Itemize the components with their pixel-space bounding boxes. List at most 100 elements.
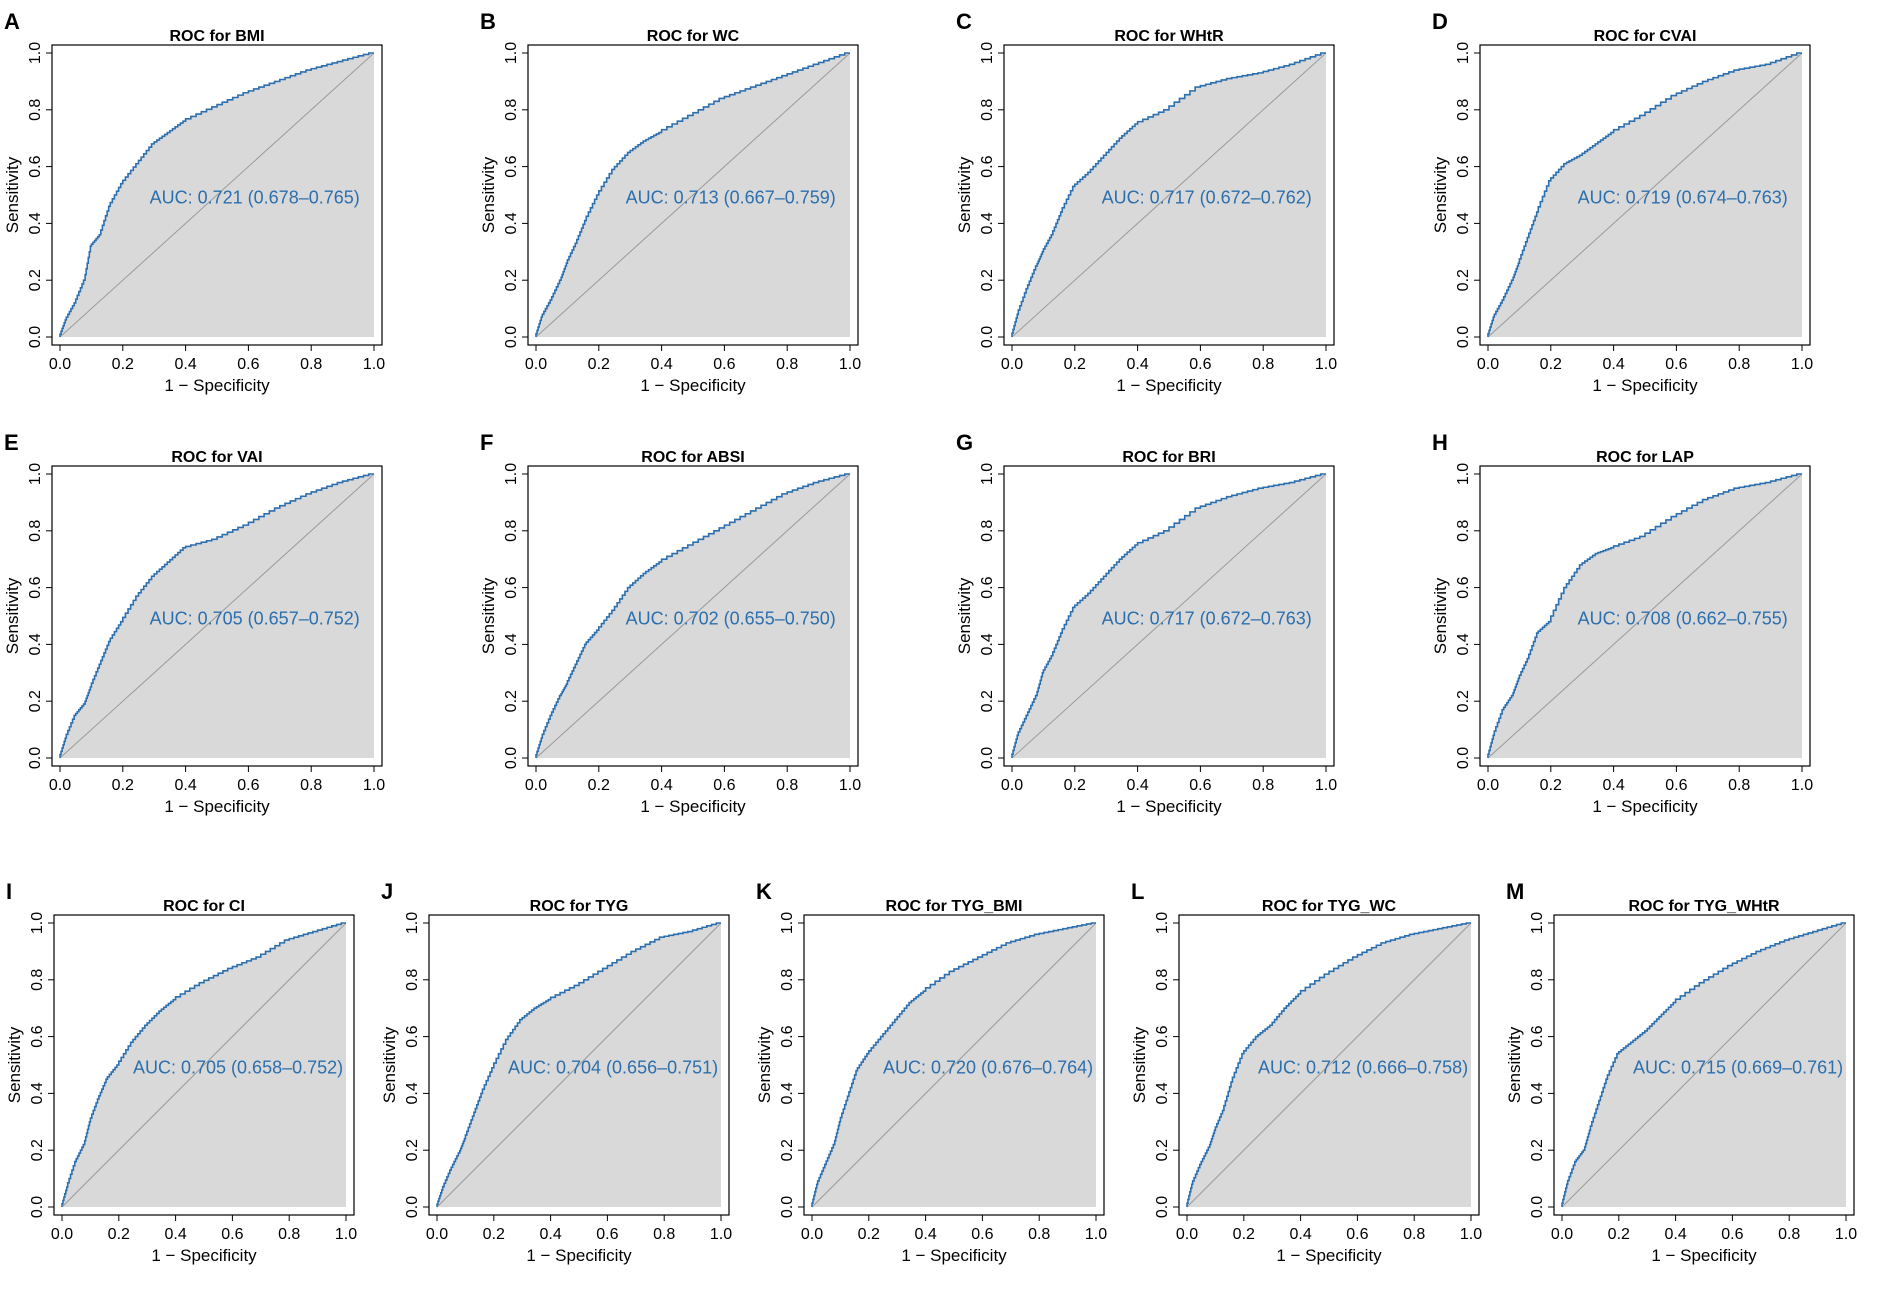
x-tick-label: 0.0 bbox=[51, 1226, 73, 1243]
reference-diagonal bbox=[535, 473, 851, 759]
x-tick-label: 0.0 bbox=[525, 356, 547, 373]
y-tick-label: 0.6 bbox=[779, 1025, 796, 1047]
y-tick-label: 0.6 bbox=[1529, 1025, 1546, 1047]
x-tick-label: 0.0 bbox=[1551, 1226, 1573, 1243]
y-tick-label: 0.2 bbox=[404, 1139, 421, 1161]
y-axis-label: Sensitivity bbox=[479, 577, 498, 654]
y-tick-label: 0.6 bbox=[503, 576, 520, 598]
roc-panel-i: I ROC for CI 0.0 0.2 0.4 0.6 0.8 1.0 0.0 0.2 0.4 0.… bbox=[5, 879, 357, 1265]
auc-annotation: AUC: 0.708 (0.662–0.755) bbox=[1578, 609, 1788, 629]
x-tick-label: 1.0 bbox=[1791, 356, 1813, 373]
chart-title: ROC for TYG_WC bbox=[1262, 898, 1397, 915]
panel-letter: L bbox=[1131, 879, 1144, 904]
y-tick-label: 0.2 bbox=[27, 269, 44, 291]
y-tick-label: 0.0 bbox=[1154, 1196, 1171, 1218]
panel-letter: E bbox=[4, 430, 19, 455]
y-axis-label: Sensitivity bbox=[1431, 577, 1450, 654]
y-tick-label: 0.6 bbox=[1455, 155, 1472, 177]
plot-frame bbox=[1479, 465, 1811, 767]
y-tick-label: 0.0 bbox=[1529, 1196, 1546, 1218]
chart-title: ROC for CI bbox=[163, 898, 245, 915]
x-tick-label: 0.0 bbox=[801, 1226, 823, 1243]
y-tick-label: 0.4 bbox=[779, 1082, 796, 1104]
chart-title: ROC for ABSI bbox=[641, 449, 744, 466]
reference-diagonal bbox=[1011, 52, 1327, 338]
chart-title: ROC for CVAI bbox=[1594, 28, 1697, 45]
x-tick-label: 0.0 bbox=[525, 777, 547, 794]
chart-title: ROC for TYG bbox=[530, 898, 629, 915]
reference-diagonal bbox=[1186, 922, 1472, 1208]
auc-annotation: AUC: 0.705 (0.658–0.752) bbox=[133, 1058, 343, 1078]
y-tick-label: 0.4 bbox=[27, 212, 44, 234]
x-axis-label: 1 − Specificity bbox=[526, 1246, 632, 1265]
x-tick-label: 0.2 bbox=[483, 1226, 505, 1243]
y-axis-label: Sensitivity bbox=[1505, 1026, 1524, 1103]
y-tick-label: 0.0 bbox=[979, 747, 996, 769]
x-tick-label: 0.0 bbox=[1477, 356, 1499, 373]
plot-frame bbox=[53, 914, 355, 1216]
auc-annotation: AUC: 0.702 (0.655–0.750) bbox=[626, 609, 836, 629]
y-tick-label: 0.0 bbox=[27, 326, 44, 348]
x-axis-label: 1 − Specificity bbox=[1276, 1246, 1382, 1265]
y-tick-label: 0.2 bbox=[1455, 690, 1472, 712]
x-tick-label: 0.2 bbox=[112, 356, 134, 373]
x-axis-label: 1 − Specificity bbox=[1116, 797, 1222, 816]
x-tick-label: 0.0 bbox=[49, 777, 71, 794]
x-tick-label: 0.4 bbox=[650, 356, 672, 373]
roc-panel-e: E ROC for VAI 0.0 0.2 0.4 0.6 0.8 1.0 0.0 0.2 0.4 0… bbox=[3, 430, 385, 816]
roc-curve bbox=[811, 922, 1096, 1207]
plot-frame bbox=[527, 44, 859, 346]
plot-frame bbox=[428, 914, 730, 1216]
y-tick-label: 1.0 bbox=[27, 463, 44, 485]
y-tick-label: 0.8 bbox=[1529, 969, 1546, 991]
x-tick-label: 0.8 bbox=[1728, 356, 1750, 373]
auc-annotation: AUC: 0.717 (0.672–0.763) bbox=[1102, 609, 1312, 629]
x-tick-label: 0.4 bbox=[1602, 356, 1624, 373]
y-tick-label: 0.8 bbox=[404, 969, 421, 991]
roc-curve bbox=[1487, 52, 1802, 337]
y-tick-label: 0.2 bbox=[503, 690, 520, 712]
x-axis-label: 1 − Specificity bbox=[1592, 376, 1698, 395]
x-tick-label: 0.8 bbox=[653, 1226, 675, 1243]
y-tick-label: 0.4 bbox=[1455, 212, 1472, 234]
y-tick-label: 0.0 bbox=[404, 1196, 421, 1218]
y-tick-label: 0.4 bbox=[1529, 1082, 1546, 1104]
x-tick-label: 0.6 bbox=[713, 777, 735, 794]
y-tick-label: 0.2 bbox=[27, 690, 44, 712]
x-tick-label: 0.2 bbox=[588, 777, 610, 794]
roc-curve bbox=[1011, 473, 1326, 758]
x-tick-label: 0.8 bbox=[300, 777, 322, 794]
y-tick-label: 1.0 bbox=[1455, 463, 1472, 485]
auc-annotation: AUC: 0.719 (0.674–0.763) bbox=[1578, 188, 1788, 208]
x-tick-label: 0.6 bbox=[713, 356, 735, 373]
x-tick-label: 1.0 bbox=[839, 777, 861, 794]
chart-title: ROC for TYG_BMI bbox=[886, 898, 1023, 915]
chart-title: ROC for VAI bbox=[171, 449, 262, 466]
y-tick-label: 0.8 bbox=[503, 99, 520, 121]
y-axis-label: Sensitivity bbox=[755, 1026, 774, 1103]
y-axis-label: Sensitivity bbox=[479, 156, 498, 233]
y-tick-label: 1.0 bbox=[1529, 912, 1546, 934]
y-tick-label: 0.8 bbox=[1455, 99, 1472, 121]
x-tick-label: 0.8 bbox=[1728, 777, 1750, 794]
reference-diagonal bbox=[61, 922, 347, 1208]
y-tick-label: 0.2 bbox=[979, 690, 996, 712]
plot-frame bbox=[1178, 914, 1480, 1216]
y-tick-label: 1.0 bbox=[779, 912, 796, 934]
roc-panel-j: J ROC for TYG 0.0 0.2 0.4 0.6 0.8 1.0 0.0 0.2 0.4 0… bbox=[380, 879, 732, 1265]
plot-frame bbox=[803, 914, 1105, 1216]
x-tick-label: 1.0 bbox=[1791, 777, 1813, 794]
plot-frame bbox=[527, 465, 859, 767]
y-tick-label: 0.6 bbox=[404, 1025, 421, 1047]
x-tick-label: 0.6 bbox=[237, 777, 259, 794]
x-tick-label: 0.6 bbox=[596, 1226, 618, 1243]
y-tick-label: 1.0 bbox=[1455, 42, 1472, 64]
x-tick-label: 1.0 bbox=[1460, 1226, 1482, 1243]
panel-letter: B bbox=[480, 9, 496, 34]
panel-letter: H bbox=[1432, 430, 1448, 455]
x-tick-label: 0.8 bbox=[776, 777, 798, 794]
x-tick-label: 0.4 bbox=[1126, 777, 1148, 794]
y-tick-label: 0.6 bbox=[29, 1025, 46, 1047]
y-tick-label: 0.8 bbox=[1154, 969, 1171, 991]
x-tick-label: 0.6 bbox=[1721, 1226, 1743, 1243]
